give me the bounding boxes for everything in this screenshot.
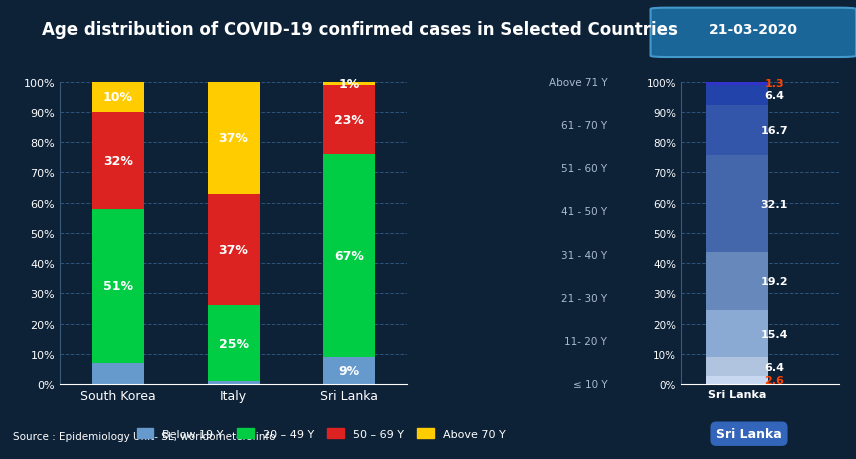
Bar [324, 357, 376, 384]
Bar [706, 106, 769, 156]
Text: 1%: 1% [339, 78, 360, 90]
Text: 51%: 51% [103, 280, 133, 293]
Bar [706, 82, 769, 86]
Bar [207, 194, 259, 306]
Text: 21-03-2020: 21-03-2020 [709, 23, 798, 37]
Text: 10%: 10% [103, 91, 133, 104]
Bar [324, 86, 376, 155]
Text: 32%: 32% [103, 155, 133, 168]
Text: 31 - 40 Y: 31 - 40 Y [562, 250, 607, 260]
Text: 23%: 23% [335, 114, 365, 127]
Text: 37%: 37% [218, 132, 248, 145]
Text: Source : Epidemiology Unit- SL, worldometers.info: Source : Epidemiology Unit- SL, worldome… [13, 431, 276, 441]
Text: 37%: 37% [218, 244, 248, 257]
Text: 6.4: 6.4 [764, 362, 784, 372]
Text: Age distribution of COVID-19 confirmed cases in Selected Countries: Age distribution of COVID-19 confirmed c… [42, 21, 677, 39]
Text: 19.2: 19.2 [760, 277, 788, 287]
Text: Sri Lanka: Sri Lanka [716, 427, 782, 440]
Bar [92, 83, 144, 113]
Text: 9%: 9% [339, 364, 360, 377]
Bar [706, 311, 769, 357]
Bar [207, 306, 259, 381]
Text: 25%: 25% [218, 337, 248, 350]
Text: Above 71 Y: Above 71 Y [549, 78, 607, 88]
Bar [92, 363, 144, 384]
Bar [706, 357, 769, 376]
Bar [324, 155, 376, 357]
Bar [92, 209, 144, 363]
Text: 61 - 70 Y: 61 - 70 Y [562, 121, 607, 131]
FancyBboxPatch shape [651, 9, 856, 58]
Text: 67%: 67% [335, 250, 365, 263]
Bar [706, 376, 769, 384]
Legend: Below 19 Y, 20 – 49 Y, 50 – 69 Y, Above 70 Y: Below 19 Y, 20 – 49 Y, 50 – 69 Y, Above … [133, 424, 509, 443]
Bar [207, 381, 259, 384]
Text: 32.1: 32.1 [760, 199, 788, 209]
Text: 51 - 60 Y: 51 - 60 Y [562, 164, 607, 174]
Text: 41 - 50 Y: 41 - 50 Y [562, 207, 607, 217]
Bar [324, 83, 376, 86]
Text: 11- 20 Y: 11- 20 Y [564, 336, 607, 346]
Text: 1.3: 1.3 [764, 79, 784, 89]
Text: 15.4: 15.4 [760, 329, 788, 339]
Bar [706, 253, 769, 311]
Bar [706, 156, 769, 253]
Text: 6.4: 6.4 [764, 91, 784, 101]
Bar [207, 83, 259, 194]
Text: 21 - 30 Y: 21 - 30 Y [562, 293, 607, 303]
Text: 16.7: 16.7 [760, 126, 788, 136]
Text: ≤ 10 Y: ≤ 10 Y [573, 379, 607, 389]
Bar [706, 86, 769, 106]
Text: 2.6: 2.6 [764, 375, 784, 385]
Bar [92, 113, 144, 209]
